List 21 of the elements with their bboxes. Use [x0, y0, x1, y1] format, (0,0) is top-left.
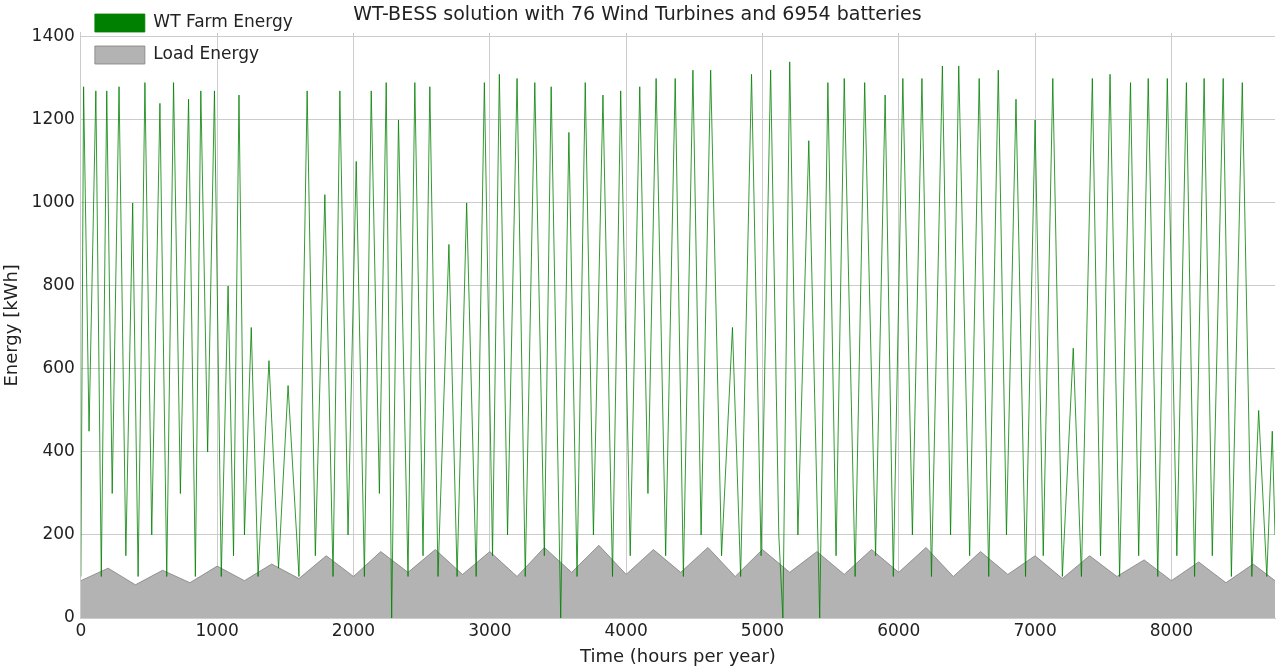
- x-tick-label: 2000: [331, 619, 376, 640]
- x-tick-label: 8000: [1149, 619, 1194, 640]
- y-tick-label: 800: [42, 274, 75, 295]
- y-tick-label: 1200: [31, 108, 75, 129]
- x-tick-label: 6000: [877, 619, 921, 640]
- y-axis-title: Energy [kWh]: [0, 264, 22, 387]
- chart-title: WT-BESS solution with 76 Wind Turbines and 6954 batteries: [353, 2, 922, 25]
- y-tick-label: 400: [42, 440, 75, 461]
- x-tick-label: 4000: [604, 619, 648, 640]
- y-tick-label: 200: [42, 523, 75, 544]
- y-tick-label: 600: [42, 357, 75, 378]
- y-tick-label: 1000: [31, 191, 75, 212]
- x-tick-label: 7000: [1013, 619, 1057, 640]
- y-tick-label: 0: [64, 606, 75, 627]
- x-tick-label: 5000: [740, 619, 785, 640]
- x-tick-label: 1000: [195, 619, 239, 640]
- legend-label: WT Farm Energy: [153, 11, 293, 32]
- x-tick-label: 3000: [468, 619, 512, 640]
- y-tick-label: 1400: [31, 25, 75, 46]
- x-axis-title: Time (hours per year): [578, 644, 776, 666]
- legend-label: Load Energy: [153, 43, 260, 64]
